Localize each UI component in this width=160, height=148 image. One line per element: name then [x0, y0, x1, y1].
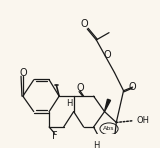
- Text: O: O: [103, 50, 111, 60]
- Text: H: H: [66, 99, 72, 108]
- Text: Abs: Abs: [103, 126, 115, 131]
- Text: OH: OH: [136, 116, 149, 125]
- Text: O: O: [76, 83, 84, 93]
- Text: O: O: [129, 82, 136, 92]
- Text: O: O: [81, 20, 88, 29]
- Polygon shape: [104, 99, 111, 112]
- Text: F: F: [52, 131, 57, 141]
- Text: O: O: [19, 68, 27, 78]
- Text: H: H: [93, 141, 100, 148]
